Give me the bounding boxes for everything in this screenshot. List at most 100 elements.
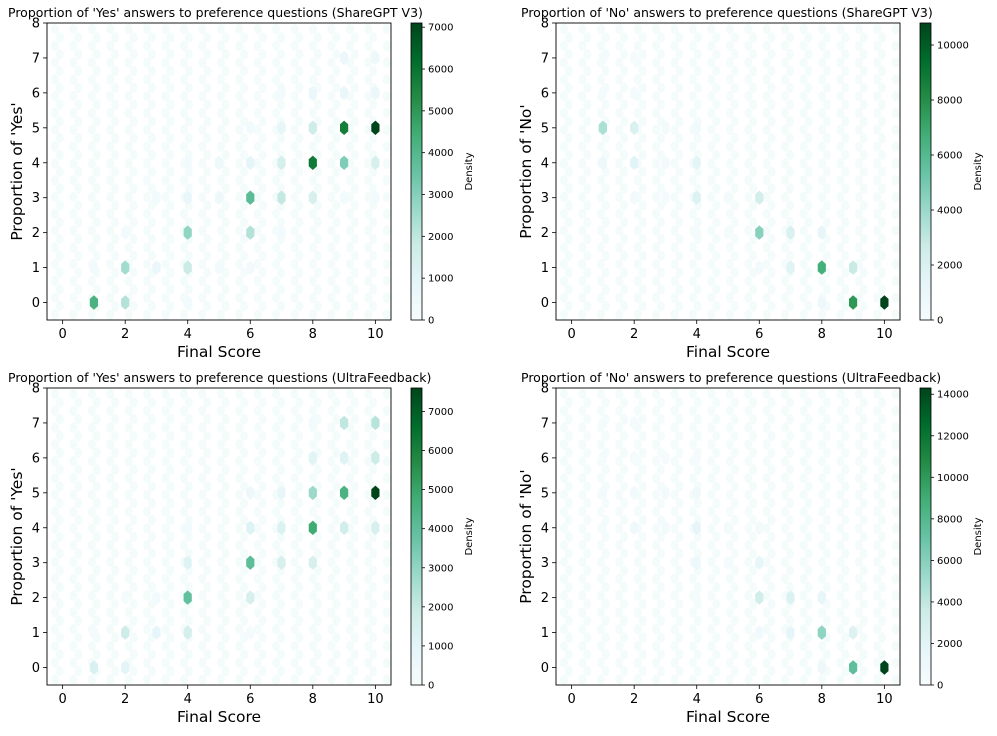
- background-bin: [295, 200, 304, 211]
- background-bin: [836, 23, 845, 35]
- background-bin: [804, 183, 813, 194]
- background-bin: [744, 309, 753, 320]
- background-bin: [652, 259, 661, 270]
- background-bin: [51, 439, 59, 450]
- background-bin: [69, 40, 78, 51]
- background-bin: [560, 607, 568, 618]
- background-bin: [767, 32, 776, 43]
- background-bin: [253, 540, 262, 551]
- background-bin: [240, 200, 249, 211]
- background-bin: [364, 388, 373, 400]
- background-bin: [295, 32, 304, 43]
- background-bin: [258, 267, 267, 278]
- background-bin: [822, 430, 831, 442]
- background-bin: [693, 49, 702, 60]
- background-bin: [730, 116, 739, 127]
- hexbin-bin: [598, 85, 607, 101]
- background-bin: [382, 556, 391, 568]
- background-bin: [675, 200, 684, 211]
- background-bin: [345, 23, 354, 35]
- background-bin: [749, 200, 758, 211]
- hexbin-bin: [246, 590, 255, 605]
- background-bin: [638, 430, 647, 442]
- background-bin: [707, 556, 716, 568]
- background-bin: [767, 430, 776, 442]
- background-bin: [87, 23, 96, 35]
- background-bin: [166, 82, 175, 94]
- background-bin: [253, 456, 262, 467]
- colorbar-tick-label: 0: [937, 681, 943, 692]
- background-bin: [161, 242, 170, 253]
- background-bin: [744, 523, 753, 534]
- background-bin: [730, 301, 739, 312]
- background-bin: [818, 456, 826, 467]
- background-bin: [148, 49, 156, 60]
- hexbin-bin: [277, 85, 286, 101]
- background-bin: [253, 506, 262, 517]
- background-bin: [693, 267, 702, 278]
- background-bin: [51, 124, 59, 135]
- background-bin: [87, 208, 96, 219]
- background-bin: [55, 565, 64, 576]
- background-bin: [253, 40, 262, 51]
- background-bin: [822, 183, 831, 194]
- background-bin: [583, 65, 592, 77]
- background-bin: [198, 523, 207, 534]
- background-bin: [596, 573, 605, 584]
- background-bin: [744, 275, 753, 287]
- background-bin: [620, 447, 629, 458]
- background-bin: [873, 208, 882, 219]
- background-bin: [638, 183, 647, 194]
- background-bin: [143, 405, 152, 416]
- background-bin: [180, 175, 188, 186]
- background-bin: [841, 498, 850, 509]
- background-bin: [55, 233, 64, 245]
- background-bin: [560, 506, 568, 517]
- y-tick-label: 2: [541, 226, 549, 241]
- background-bin: [786, 464, 794, 475]
- background-bin: [878, 582, 887, 593]
- background-bin: [203, 267, 212, 278]
- background-bin: [327, 309, 336, 320]
- background-bin: [749, 99, 758, 110]
- background-bin: [258, 166, 267, 177]
- background-bin: [841, 615, 850, 626]
- background-bin: [369, 133, 378, 144]
- background-bin: [620, 133, 629, 144]
- background-bin: [744, 107, 753, 119]
- background-bin: [51, 175, 59, 186]
- background-bin: [332, 666, 341, 677]
- background-bin: [55, 397, 64, 408]
- background-bin: [657, 598, 665, 610]
- y-tick-label: 3: [541, 556, 549, 571]
- background-bin: [295, 284, 304, 295]
- background-bin: [345, 674, 354, 685]
- background-bin: [51, 472, 59, 484]
- background-bin: [203, 32, 212, 43]
- background-bin: [638, 632, 647, 643]
- background-bin: [309, 225, 317, 236]
- background-bin: [707, 74, 716, 85]
- background-bin: [240, 166, 249, 177]
- background-bin: [216, 124, 225, 135]
- background-bin: [332, 267, 341, 278]
- background-bin: [69, 540, 78, 551]
- background-bin: [707, 640, 716, 652]
- background-bin: [712, 615, 721, 626]
- background-bin: [859, 666, 868, 677]
- hexbin-bins: [89, 50, 380, 310]
- background-bin: [129, 99, 138, 110]
- background-bin: [873, 523, 882, 534]
- background-bin: [564, 514, 573, 526]
- background-bin: [345, 573, 354, 584]
- background-bin: [767, 49, 776, 60]
- background-bin: [235, 590, 244, 601]
- background-bin: [601, 133, 610, 144]
- background-bin: [596, 40, 605, 51]
- hexbin-bin: [630, 155, 639, 170]
- background-bin: [277, 615, 285, 626]
- hexbin-bin: [786, 590, 795, 605]
- background-bin: [781, 657, 790, 668]
- background-bin: [675, 430, 684, 442]
- background-bin: [638, 649, 647, 660]
